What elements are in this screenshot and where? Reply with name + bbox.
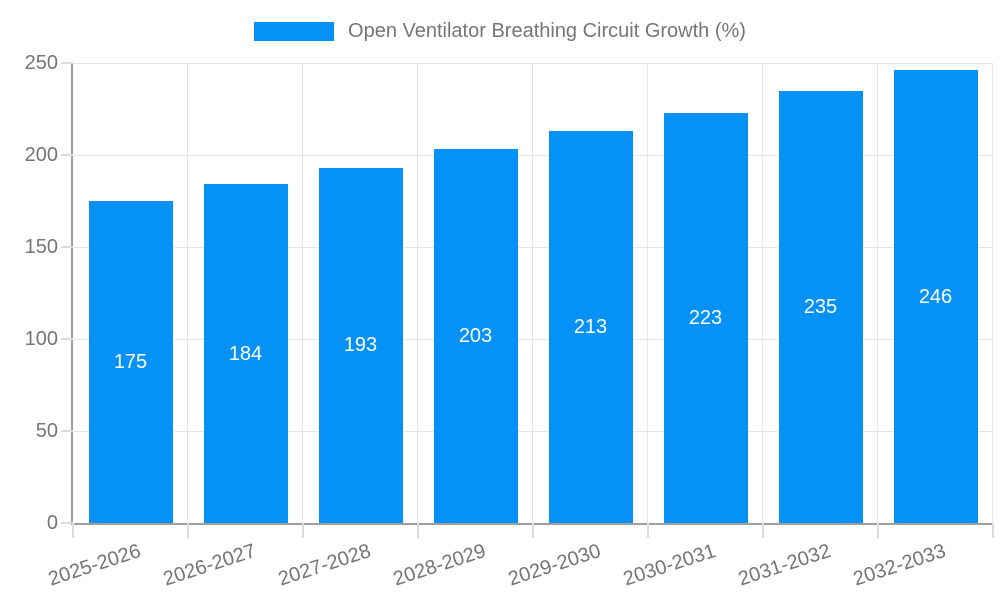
bar — [893, 70, 978, 523]
x-gridline — [647, 63, 648, 523]
bar — [548, 131, 633, 523]
x-axis-category-label: 2027-2028 — [275, 540, 374, 591]
x-axis-category-label: 2028-2029 — [390, 540, 489, 591]
x-axis-category-label: 2026-2027 — [160, 540, 259, 591]
x-gridline — [762, 63, 763, 523]
x-gridline — [992, 63, 993, 523]
bar — [433, 149, 518, 523]
bar — [88, 201, 173, 523]
x-tick-mark — [532, 523, 534, 538]
x-tick-mark — [302, 523, 304, 538]
x-axis-category-label: 2030-2031 — [620, 540, 719, 591]
bar — [778, 90, 863, 523]
y-tick-mark — [61, 430, 73, 432]
y-axis-line — [71, 63, 73, 525]
x-gridline — [302, 63, 303, 523]
bar-value-label: 203 — [458, 325, 493, 348]
bar-value-label: 213 — [573, 316, 608, 339]
y-gridline — [73, 155, 993, 156]
legend-swatch-icon — [254, 22, 335, 41]
y-tick-mark — [61, 338, 73, 340]
y-gridline — [73, 247, 993, 248]
y-gridline — [73, 431, 993, 432]
bar-value-label: 175 — [113, 351, 148, 373]
x-tick-mark — [647, 523, 649, 538]
y-gridline — [73, 339, 993, 340]
x-tick-mark — [72, 523, 74, 538]
x-axis-category-label: 2029-2030 — [505, 540, 604, 591]
y-axis-tick-label: 150 — [24, 236, 58, 258]
y-axis-tick-label: 0 — [46, 512, 58, 534]
y-axis-tick-label: 250 — [24, 52, 58, 74]
x-gridline — [417, 63, 418, 523]
y-tick-mark — [61, 62, 73, 64]
x-tick-mark — [992, 523, 994, 538]
x-gridline — [877, 63, 878, 523]
x-axis-category-label: 2031-2032 — [735, 540, 834, 591]
y-tick-mark — [61, 522, 73, 524]
y-axis-tick-label: 50 — [35, 420, 58, 442]
x-axis-category-label: 2025-2026 — [45, 540, 144, 591]
y-axis-tick-label: 200 — [24, 144, 58, 166]
y-axis-tick-label: 100 — [24, 328, 58, 350]
bar-value-label: 246 — [918, 285, 953, 308]
bar — [318, 167, 403, 523]
x-tick-mark — [187, 523, 189, 538]
chart-legend: Open Ventilator Breathing Circuit Growth… — [0, 20, 1000, 43]
x-axis-category-label: 2032-2033 — [850, 540, 949, 591]
y-tick-mark — [61, 154, 73, 156]
y-tick-mark — [61, 246, 73, 248]
x-tick-mark — [762, 523, 764, 538]
legend-series-label: Open Ventilator Breathing Circuit Growth… — [348, 20, 746, 42]
x-gridline — [187, 63, 188, 523]
bar-value-label: 223 — [688, 306, 723, 329]
bar — [663, 112, 748, 523]
bar-value-label: 193 — [343, 334, 378, 357]
x-gridline — [532, 63, 533, 523]
bar-value-label: 184 — [228, 342, 263, 365]
plot-area: 175 184 193 203 213 223 235 246 — [73, 63, 993, 523]
y-gridline — [73, 63, 993, 64]
bar — [203, 184, 288, 523]
x-tick-mark — [417, 523, 419, 538]
x-tick-mark — [877, 523, 879, 538]
bar-value-label: 235 — [803, 295, 838, 318]
